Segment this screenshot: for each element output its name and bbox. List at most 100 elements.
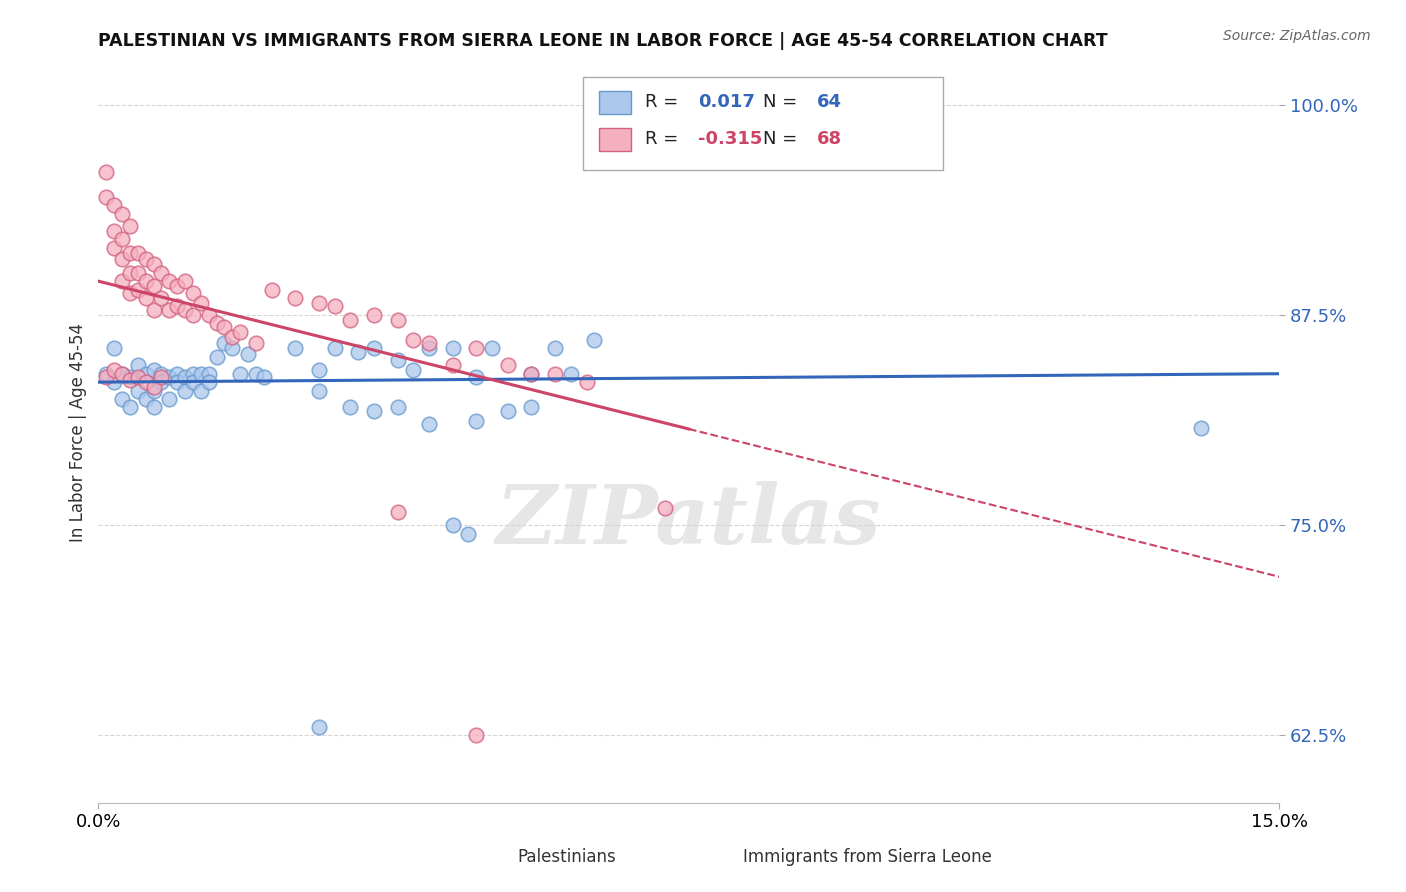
Point [118, 285, 141, 300]
Point [253, 370, 276, 384]
Point [654, 501, 676, 516]
Text: ZIPatlas: ZIPatlas [496, 482, 882, 561]
Point [103, 224, 125, 238]
Point [190, 367, 212, 381]
Point [544, 342, 567, 356]
Point [174, 384, 197, 398]
Point [1189, 420, 1212, 434]
Point [142, 363, 165, 377]
Point [166, 279, 188, 293]
Point [229, 367, 252, 381]
Point [308, 720, 330, 734]
Text: -0.315: -0.315 [699, 129, 763, 148]
Point [166, 367, 188, 381]
Point [111, 207, 134, 221]
Point [135, 375, 157, 389]
Point [197, 367, 219, 381]
Text: 64: 64 [817, 93, 842, 111]
Point [127, 370, 149, 384]
Point [127, 384, 149, 398]
Point [214, 319, 236, 334]
Point [96, 367, 118, 381]
Point [465, 729, 488, 743]
Point [118, 245, 141, 260]
Point [205, 350, 228, 364]
Point [214, 336, 236, 351]
Point [441, 359, 464, 373]
Point [118, 219, 141, 233]
Point [96, 165, 118, 179]
Point [150, 370, 173, 384]
Text: R =: R = [645, 93, 685, 111]
Point [118, 401, 141, 415]
Point [118, 266, 141, 280]
Y-axis label: In Labor Force | Age 45-54: In Labor Force | Age 45-54 [69, 323, 87, 542]
FancyBboxPatch shape [582, 78, 943, 169]
Point [205, 316, 228, 330]
Point [96, 370, 118, 384]
Point [190, 296, 212, 310]
Point [157, 274, 180, 288]
Point [465, 370, 488, 384]
Text: Palestinians: Palestinians [517, 848, 616, 866]
Text: N =: N = [763, 93, 803, 111]
Point [142, 401, 165, 415]
Point [157, 370, 180, 384]
Point [181, 367, 204, 381]
Point [142, 279, 165, 293]
Point [111, 367, 134, 381]
Point [111, 367, 134, 381]
Point [308, 384, 330, 398]
Text: Source: ZipAtlas.com: Source: ZipAtlas.com [1223, 29, 1371, 43]
Point [520, 367, 543, 381]
Point [127, 359, 149, 373]
Point [520, 367, 543, 381]
Point [127, 266, 149, 280]
Point [157, 302, 180, 317]
FancyBboxPatch shape [486, 847, 515, 873]
Point [245, 336, 267, 351]
Point [339, 401, 361, 415]
Point [111, 274, 134, 288]
Point [150, 375, 173, 389]
Point [583, 333, 606, 347]
Point [441, 518, 464, 533]
Point [174, 274, 197, 288]
Point [465, 414, 488, 428]
Text: PALESTINIAN VS IMMIGRANTS FROM SIERRA LEONE IN LABOR FORCE | AGE 45-54 CORRELATI: PALESTINIAN VS IMMIGRANTS FROM SIERRA LE… [98, 32, 1108, 50]
Point [135, 392, 157, 406]
Point [418, 342, 440, 356]
Point [402, 333, 425, 347]
Text: N =: N = [763, 129, 803, 148]
Point [560, 367, 582, 381]
Point [323, 300, 346, 314]
Point [520, 401, 543, 415]
Point [197, 308, 219, 322]
Point [111, 252, 134, 267]
Point [181, 375, 204, 389]
Point [229, 325, 252, 339]
Point [118, 374, 141, 388]
Point [103, 240, 125, 254]
FancyBboxPatch shape [599, 91, 631, 114]
Point [103, 363, 125, 377]
Point [103, 342, 125, 356]
Point [150, 266, 173, 280]
Point [496, 359, 519, 373]
Point [575, 375, 598, 389]
Point [142, 302, 165, 317]
Point [441, 342, 464, 356]
Point [363, 342, 385, 356]
Point [323, 342, 346, 356]
Text: 68: 68 [817, 129, 842, 148]
Point [181, 285, 204, 300]
Point [96, 190, 118, 204]
Point [103, 375, 125, 389]
Point [402, 363, 425, 377]
Point [135, 367, 157, 381]
Point [118, 370, 141, 384]
Point [127, 245, 149, 260]
Point [142, 257, 165, 271]
Point [197, 375, 219, 389]
Point [181, 308, 204, 322]
